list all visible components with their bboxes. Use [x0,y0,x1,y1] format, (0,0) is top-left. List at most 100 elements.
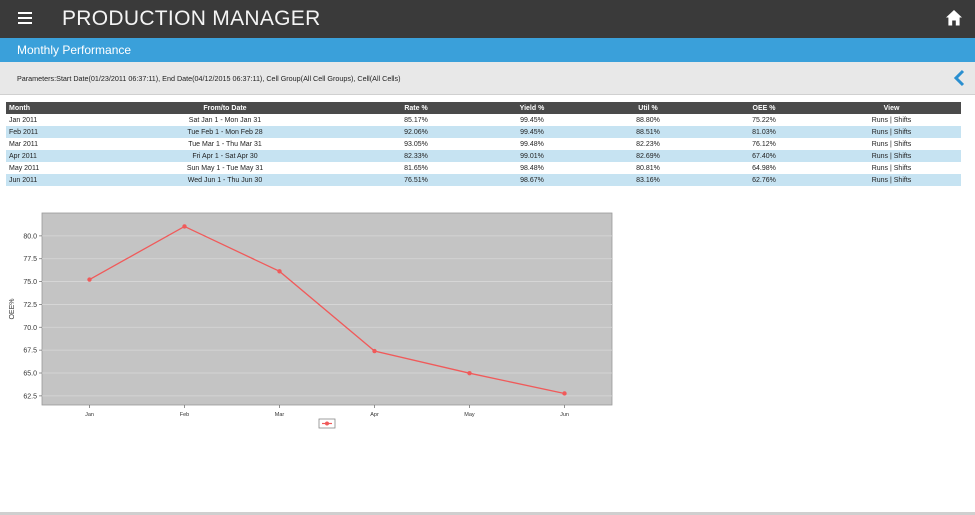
cell-yield: 99.45% [474,126,590,138]
page-title: Monthly Performance [17,43,132,57]
header-yield[interactable]: Yield % [474,102,590,114]
chevron-left-icon[interactable] [953,69,965,87]
oee-chart-container: 62.5 65.0 67.5 70.0 72.5 75.0 77.5 80.0 Jan Feb Ma… [0,205,620,440]
shifts-link[interactable]: Shifts [893,164,912,172]
cell-view: Runs | Shifts [871,116,912,124]
cell-date-range: Tue Mar 1 - Thu Mar 31 [188,140,262,148]
cell-util: 88.80% [636,116,660,124]
y-tick-label: 75.0 [23,279,37,286]
y-tick-label: 65.0 [23,371,37,378]
cell-yield: 99.01% [474,150,590,162]
cell-view: Runs | Shifts [822,126,961,138]
cell-util: 82.23% [636,140,660,148]
header-rate[interactable]: Rate % [358,102,474,114]
x-tick-label: Feb [180,412,189,418]
shifts-link[interactable]: Shifts [893,176,912,184]
data-point [182,224,187,229]
x-tick-label: Apr [370,412,379,418]
parameters-text: Parameters:Start Date(01/23/2011 06:37:1… [17,74,401,83]
table-row: May 2011 Sun May 1 - Tue May 31 81.65% 9… [6,162,961,174]
data-point [277,269,282,274]
sub-header: Monthly Performance [0,38,975,62]
hamburger-menu-icon[interactable] [18,12,32,24]
plot-area [41,212,613,406]
cell-util: 82.69% [590,150,706,162]
table-row: Mar 2011 Tue Mar 1 - Thu Mar 31 93.05% 9… [6,138,961,150]
y-tick-label: 62.5 [23,393,37,400]
shifts-link[interactable]: Shifts [893,128,912,136]
runs-link[interactable]: Runs [871,152,889,160]
top-bar: PRODUCTION MANAGER [0,0,975,38]
cell-util: 83.16% [590,174,706,186]
cell-date-range: Tue Feb 1 - Mon Feb 28 [92,126,358,138]
cell-oee: 67.40% [706,150,822,162]
table-row: Feb 2011 Tue Feb 1 - Mon Feb 28 92.06% 9… [6,126,961,138]
cell-rate: 82.33% [358,150,474,162]
oee-series-line [89,225,565,395]
cell-month: Apr 2011 [6,150,92,162]
cell-view: Runs | Shifts [871,140,912,148]
home-icon[interactable] [945,9,963,27]
cell-rate: 76.51% [358,174,474,186]
header-oee[interactable]: OEE % [706,102,822,114]
table-row: Jun 2011 Wed Jun 1 - Thu Jun 30 76.51% 9… [6,174,961,186]
cell-view: Runs | Shifts [822,150,961,162]
monthly-performance-table: Month From/to Date Rate % Yield % Util %… [6,102,961,186]
cell-rate: 81.65% [404,164,428,172]
header-view: View [822,102,961,114]
oee-line-chart: 62.5 65.0 67.5 70.0 72.5 75.0 77.5 80.0 Jan Feb Ma… [9,212,613,429]
bottom-divider [0,512,975,515]
runs-link[interactable]: Runs [871,116,889,124]
data-point [467,370,472,376]
app-title: PRODUCTION MANAGER [62,7,321,30]
y-tick-label: 77.5 [23,256,37,263]
shifts-link[interactable]: Shifts [893,152,912,160]
runs-link[interactable]: Runs [871,176,889,184]
cell-view: Runs | Shifts [822,174,961,186]
cell-date-range: Wed Jun 1 - Thu Jun 30 [92,174,358,186]
cell-oee: 75.22% [752,116,776,124]
runs-link[interactable]: Runs [871,164,889,172]
cell-view: Runs | Shifts [871,164,912,172]
cell-yield: 98.48% [520,164,544,172]
header-util[interactable]: Util % [590,102,706,114]
cell-oee: 81.03% [706,126,822,138]
cell-util: 80.81% [636,164,660,172]
y-tick-label: 80.0 [23,233,37,240]
cell-month: Mar 2011 [9,140,39,148]
data-point [372,348,377,354]
cell-util: 88.51% [590,126,706,138]
data-point [87,277,92,282]
y-tick-label: 67.5 [23,348,37,355]
cell-yield: 99.48% [520,140,544,148]
cell-oee: 62.76% [706,174,822,186]
x-tick-label: Jun [560,412,569,418]
runs-link[interactable]: Runs [871,140,889,148]
data-point [562,391,567,396]
legend-marker [325,421,329,426]
cell-date-range: Fri Apr 1 - Sat Apr 30 [92,150,358,162]
cell-oee: 64.98% [752,164,776,172]
cell-oee: 76.12% [752,140,776,148]
y-tick-label: 70.0 [23,325,37,332]
cell-month: May 2011 [9,164,40,172]
header-date-range[interactable]: From/to Date [92,102,358,114]
table-row: Apr 2011 Fri Apr 1 - Sat Apr 30 82.33% 9… [6,150,961,162]
y-tick-label: 72.5 [23,302,37,309]
cell-month: Jan 2011 [9,116,38,124]
x-tick-label: Jan [85,412,94,418]
cell-date-range: Sat Jan 1 - Mon Jan 31 [188,116,262,124]
runs-link[interactable]: Runs [871,128,889,136]
cell-month: Feb 2011 [6,126,92,138]
shifts-link[interactable]: Shifts [893,116,912,124]
cell-month: Jun 2011 [6,174,92,186]
cell-rate: 85.17% [404,116,428,124]
shifts-link[interactable]: Shifts [893,140,912,148]
header-month[interactable]: Month [6,102,92,114]
table-header-row: Month From/to Date Rate % Yield % Util %… [6,102,961,114]
cell-yield: 99.45% [520,116,544,124]
x-tick-label: May [464,412,475,418]
parameters-bar: Parameters:Start Date(01/23/2011 06:37:1… [0,62,975,95]
cell-rate: 92.06% [358,126,474,138]
x-tick-label: Mar [275,412,285,418]
